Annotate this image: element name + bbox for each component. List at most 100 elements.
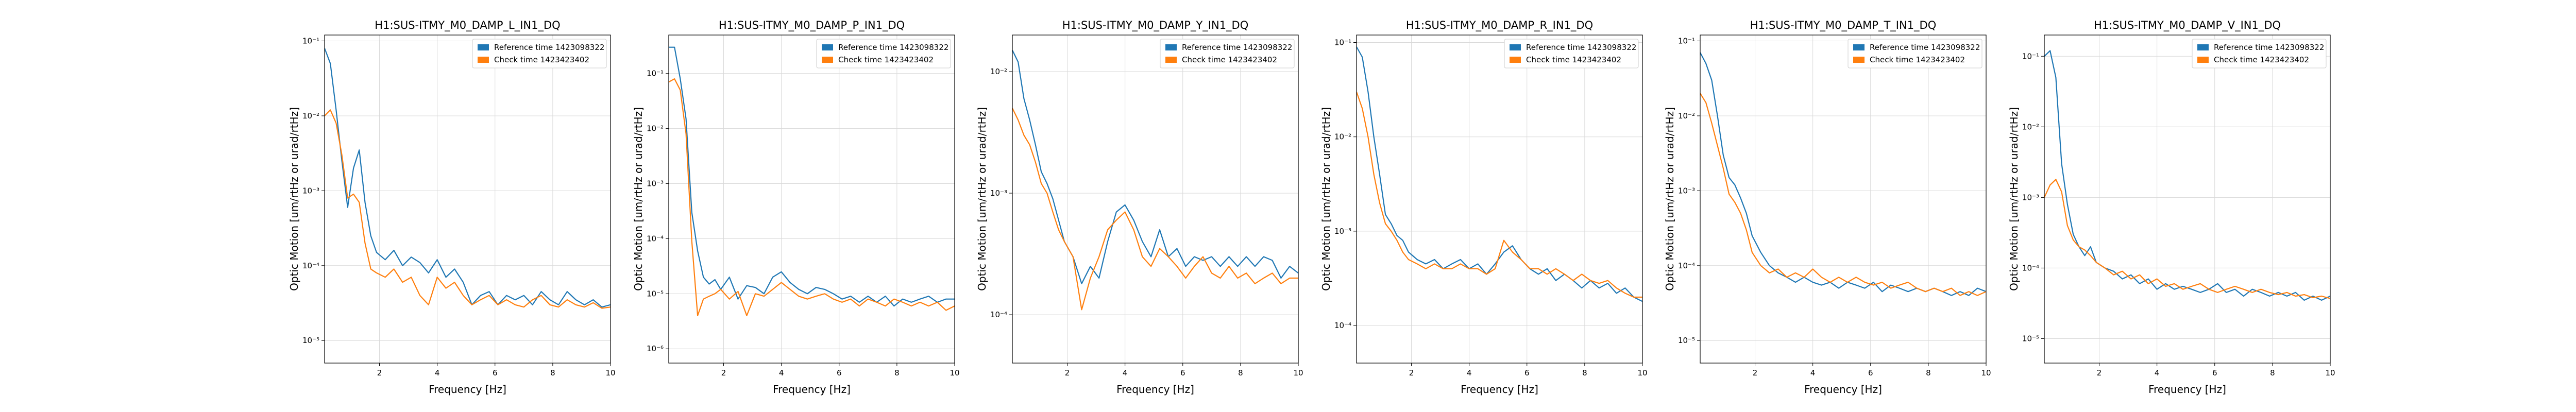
y-tick-label: 10⁻³ [647,179,664,188]
x-tick-label: 10 [950,368,959,377]
legend-label: Reference time 1423098322 [838,43,948,52]
legend-label: Check time 1423423402 [1182,55,1277,64]
legend: Reference time 1423098322 Check time 1423… [816,39,951,68]
y-tick-label: 10⁻¹ [302,37,319,46]
chart-title: H1:SUS-ITMY_M0_DAMP_V_IN1_DQ [2094,19,2281,32]
legend-label: Check time 1423423402 [2214,55,2309,64]
x-axis-label: Frequency [Hz] [773,383,851,396]
y-tick-label: 10⁻⁴ [302,261,319,270]
y-tick-label: 10⁻⁵ [302,336,319,345]
series-line-reference [1700,52,1986,296]
chart-panel-3: 2 4 6 8 10 10⁻⁴ 10⁻³ 10⁻² H1:SUS-ITMY_M0_DAMP_Y_… [976,19,1303,396]
x-tick-label: 2 [377,368,382,377]
x-tick-label: 2 [721,368,726,377]
chart-panel-2: 2 4 6 8 10 10⁻⁶ 10⁻⁵ 10⁻⁴ 10⁻³ 10⁻² 10⁻¹ H1:SUS-ITM… [632,19,960,396]
x-tick-label: 2 [1409,368,1414,377]
x-tick-label: 2 [1753,368,1758,377]
y-tick-label: 10⁻³ [1334,227,1351,236]
legend-label: Reference time 1423098322 [1182,43,1292,52]
y-tick-label: 10⁻⁵ [647,289,664,298]
x-tick-label: 6 [837,368,842,377]
plot-area [668,35,955,364]
y-tick-label: 10⁻³ [990,188,1007,198]
legend-swatch [478,57,489,63]
x-tick-label: 6 [2212,368,2217,377]
y-tick-label: 10⁻⁶ [647,344,664,353]
legend-swatch [1510,57,1521,63]
y-axis-label: Optic Motion [um/rtHz or urad/rtHz] [2008,107,2020,291]
y-axis-label: Optic Motion [um/rtHz or urad/rtHz] [1320,107,1332,291]
y-tick-label: 10⁻³ [2022,193,2039,202]
chart-title: H1:SUS-ITMY_M0_DAMP_L_IN1_DQ [375,19,560,32]
legend-swatch [1853,57,1865,63]
y-tick-label: 10⁻¹ [2022,52,2039,61]
series-line-reference [1012,50,1298,284]
legend-label: Check time 1423423402 [838,55,934,64]
chart-title: H1:SUS-ITMY_M0_DAMP_P_IN1_DQ [719,19,905,32]
x-tick-label: 4 [1467,368,1472,377]
legend-swatch [822,44,833,50]
y-tick-label: 10⁻² [647,124,664,133]
plot-area [2044,35,2331,364]
chart-panel-5: 2 4 6 8 10 10⁻⁵ 10⁻⁴ 10⁻³ 10⁻² 10⁻¹ H1:SUS-ITMY_M0… [1664,19,1991,396]
series-line-check [1357,91,1642,298]
chart-title: H1:SUS-ITMY_M0_DAMP_Y_IN1_DQ [1062,19,1249,32]
x-tick-label: 4 [2155,368,2160,377]
x-axis-label: Frequency [Hz] [1116,383,1194,396]
legend-label: Reference time 1423098322 [494,43,604,52]
x-tick-label: 10 [2325,368,2335,377]
x-tick-label: 2 [1065,368,1070,377]
plot-area [1012,35,1299,364]
chart-title: H1:SUS-ITMY_M0_DAMP_R_IN1_DQ [1406,19,1593,32]
legend-swatch [1510,44,1521,50]
x-tick-label: 8 [550,368,555,377]
y-tick-label: 10⁻⁴ [1678,261,1695,270]
legend: Reference time 1423098322 Check time 1423… [1160,39,1295,68]
x-tick-label: 8 [1926,368,1931,377]
x-tick-label: 10 [1981,368,1991,377]
legend-label: Reference time 1423098322 [1870,43,1980,52]
legend: Reference time 1423098322 Check time 1423… [1504,39,1639,68]
x-tick-label: 6 [1180,368,1185,377]
y-tick-label: 10⁻⁵ [1678,336,1695,345]
x-axis-label: Frequency [Hz] [2148,383,2226,396]
x-tick-label: 10 [605,368,615,377]
x-tick-label: 8 [894,368,900,377]
series-line-check [325,109,611,309]
y-tick-label: 10⁻⁴ [2022,263,2039,272]
series-line-reference [325,48,611,308]
y-tick-label: 10⁻⁴ [990,310,1007,319]
x-tick-label: 4 [1123,368,1128,377]
x-tick-label: 4 [1810,368,1816,377]
x-tick-label: 10 [1293,368,1303,377]
x-tick-label: 10 [1637,368,1647,377]
y-axis-label: Optic Motion [um/rtHz or urad/rtHz] [632,107,645,291]
series-line-check [2044,179,2330,299]
x-tick-label: 6 [493,368,498,377]
y-tick-label: 10⁻² [302,111,319,121]
legend-swatch [1165,57,1177,63]
y-axis-label: Optic Motion [um/rtHz or urad/rtHz] [288,107,300,291]
y-axis-label: Optic Motion [um/rtHz or urad/rtHz] [976,107,988,291]
x-axis-label: Frequency [Hz] [1461,383,1538,396]
x-tick-label: 8 [1238,368,1243,377]
series-line-check [1700,93,1986,296]
x-tick-label: 6 [1868,368,1873,377]
y-tick-label: 10⁻⁵ [2022,334,2039,343]
y-tick-label: 10⁻³ [1678,186,1695,195]
y-tick-label: 10⁻⁴ [647,234,664,243]
chart-panel-4: 2 4 6 8 10 10⁻⁴ 10⁻³ 10⁻² 10⁻¹ H1:SUS-ITMY_M0_DAM… [1320,19,1648,396]
plot-area [1356,35,1643,364]
chart-panel-6: 2 4 6 8 10 10⁻⁵ 10⁻⁴ 10⁻³ 10⁻² 10⁻¹ H1:SUS-ITMY_M0… [2008,19,2335,396]
x-axis-label: Frequency [Hz] [1804,383,1882,396]
x-tick-label: 8 [2270,368,2275,377]
y-tick-label: 10⁻² [990,67,1007,76]
x-tick-label: 8 [1582,368,1587,377]
legend-swatch [2197,57,2209,63]
legend-label: Check time 1423423402 [1526,55,1621,64]
x-tick-label: 4 [435,368,440,377]
series-line-reference [669,46,955,307]
y-tick-label: 10⁻¹ [647,69,664,78]
legend: Reference time 1423098322 Check time 1423… [472,39,607,68]
